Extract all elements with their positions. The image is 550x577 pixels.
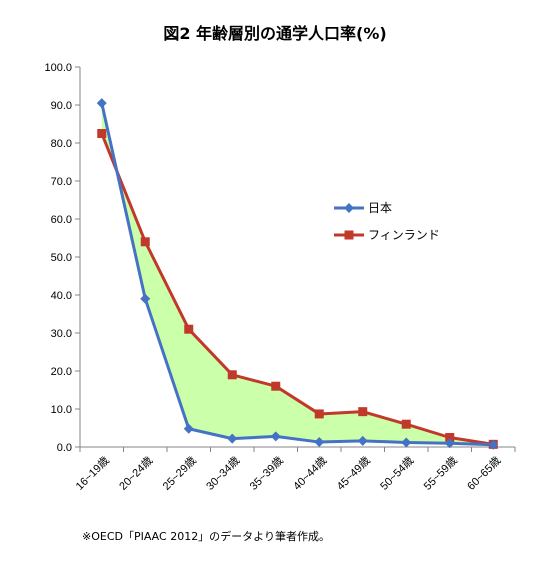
data-point	[401, 419, 411, 429]
y-tick-label: 0.0	[57, 442, 72, 454]
x-tick-label: 25~29歳	[160, 454, 199, 493]
x-tick-label: 40~44歳	[291, 454, 330, 493]
y-tick-label: 60.0	[51, 214, 72, 226]
series-japan	[96, 98, 499, 450]
data-point	[357, 435, 368, 446]
y-tick-label: 10.0	[51, 404, 72, 416]
y-tick-label: 40.0	[51, 290, 72, 302]
legend-label: フィンランド	[368, 228, 440, 242]
y-tick-label: 80.0	[51, 138, 72, 150]
source-note: ※OECD「PIAAC 2012」のデータより筆者作成。	[82, 529, 330, 543]
data-point	[184, 324, 194, 334]
y-tick-label: 50.0	[51, 252, 72, 264]
y-tick-label: 30.0	[51, 328, 72, 340]
series-line	[100, 102, 494, 447]
data-point	[314, 437, 325, 448]
y-tick-label: 90.0	[51, 100, 72, 112]
data-point	[96, 98, 107, 109]
x-tick-label: 16~19歳	[73, 454, 112, 493]
legend-marker	[344, 203, 354, 213]
data-point	[140, 293, 151, 304]
series-layer	[96, 98, 499, 450]
data-point	[314, 409, 324, 419]
data-point	[183, 423, 194, 434]
data-point	[488, 439, 499, 450]
data-point	[271, 381, 281, 391]
x-tick-label: 50~54歳	[378, 454, 417, 493]
fill-between-polygon	[101, 103, 494, 445]
y-tick-label: 70.0	[51, 176, 72, 188]
data-point	[97, 129, 107, 138]
data-point	[401, 437, 412, 448]
chart-title: 図2 年齢層別の通学人口率(%)	[163, 24, 386, 43]
x-tick-label: 20~24歳	[117, 454, 156, 493]
data-point	[227, 370, 237, 380]
x-tick-label: 45~49歳	[334, 454, 373, 493]
data-point	[270, 431, 281, 442]
data-point	[140, 237, 150, 247]
y-tick-label: 100.0	[44, 62, 72, 74]
fill-between-area	[101, 103, 494, 445]
series-line	[100, 132, 494, 446]
x-tick-label: 60~65歳	[465, 454, 504, 493]
data-point	[358, 407, 368, 417]
x-tick-label: 55~59歳	[421, 454, 460, 493]
data-point	[444, 438, 455, 449]
x-tick-label: 35~39歳	[247, 454, 286, 493]
y-tick-label: 20.0	[51, 366, 72, 378]
data-point	[227, 433, 238, 444]
data-point	[445, 433, 455, 442]
x-tick-label: 30~34歳	[204, 454, 243, 493]
legend-label: 日本	[368, 201, 392, 215]
legend-marker	[344, 230, 354, 240]
